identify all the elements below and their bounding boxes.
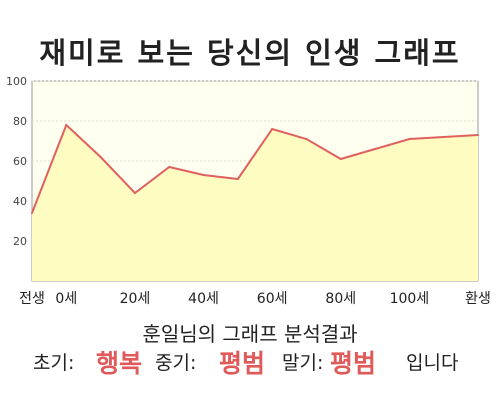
analysis-title: 훈일님의 그래프 분석결과 (142, 322, 358, 346)
result-suffix: 입니다 (406, 352, 459, 374)
x-tick-label: 전생 (19, 291, 45, 307)
x-tick-label: 40세 (188, 291, 219, 307)
data-point (168, 166, 171, 168)
data-point (305, 138, 308, 140)
data-point (99, 156, 102, 158)
y-tick-label: 20 (13, 235, 27, 248)
x-tick-label: 80세 (325, 291, 356, 307)
data-point (442, 136, 445, 138)
y-tick-label: 60 (13, 155, 27, 168)
x-tick-label: 60세 (257, 291, 288, 307)
mid-label: 중기: (155, 352, 197, 374)
late-value: 평범 (330, 349, 377, 378)
data-point (271, 128, 274, 130)
data-point (236, 178, 239, 180)
series-line (31, 123, 479, 214)
data-point (133, 192, 136, 194)
data-point (408, 138, 411, 140)
mid-value: 평범 (219, 349, 266, 378)
data-point (374, 148, 377, 150)
data-point (65, 124, 68, 126)
x-tick-label: 0세 (55, 291, 77, 307)
late-label: 말기: (282, 352, 324, 374)
y-tick-label: 40 (13, 195, 27, 208)
x-tick-label: 20세 (120, 291, 151, 307)
area-fill (32, 125, 478, 281)
x-tick-label: 환생 (465, 291, 491, 307)
early-value: 행복 (96, 349, 143, 378)
data-point (202, 174, 205, 176)
chart-title: 재미로 보는 당신의 인생 그래프 (39, 36, 461, 70)
x-tick-label: 100세 (390, 291, 430, 307)
data-point (31, 212, 33, 214)
data-point (339, 158, 342, 160)
early-label: 초기: (33, 352, 75, 374)
data-point (477, 134, 479, 136)
y-tick-label: 100 (6, 75, 27, 88)
y-tick-label: 80 (13, 115, 27, 128)
